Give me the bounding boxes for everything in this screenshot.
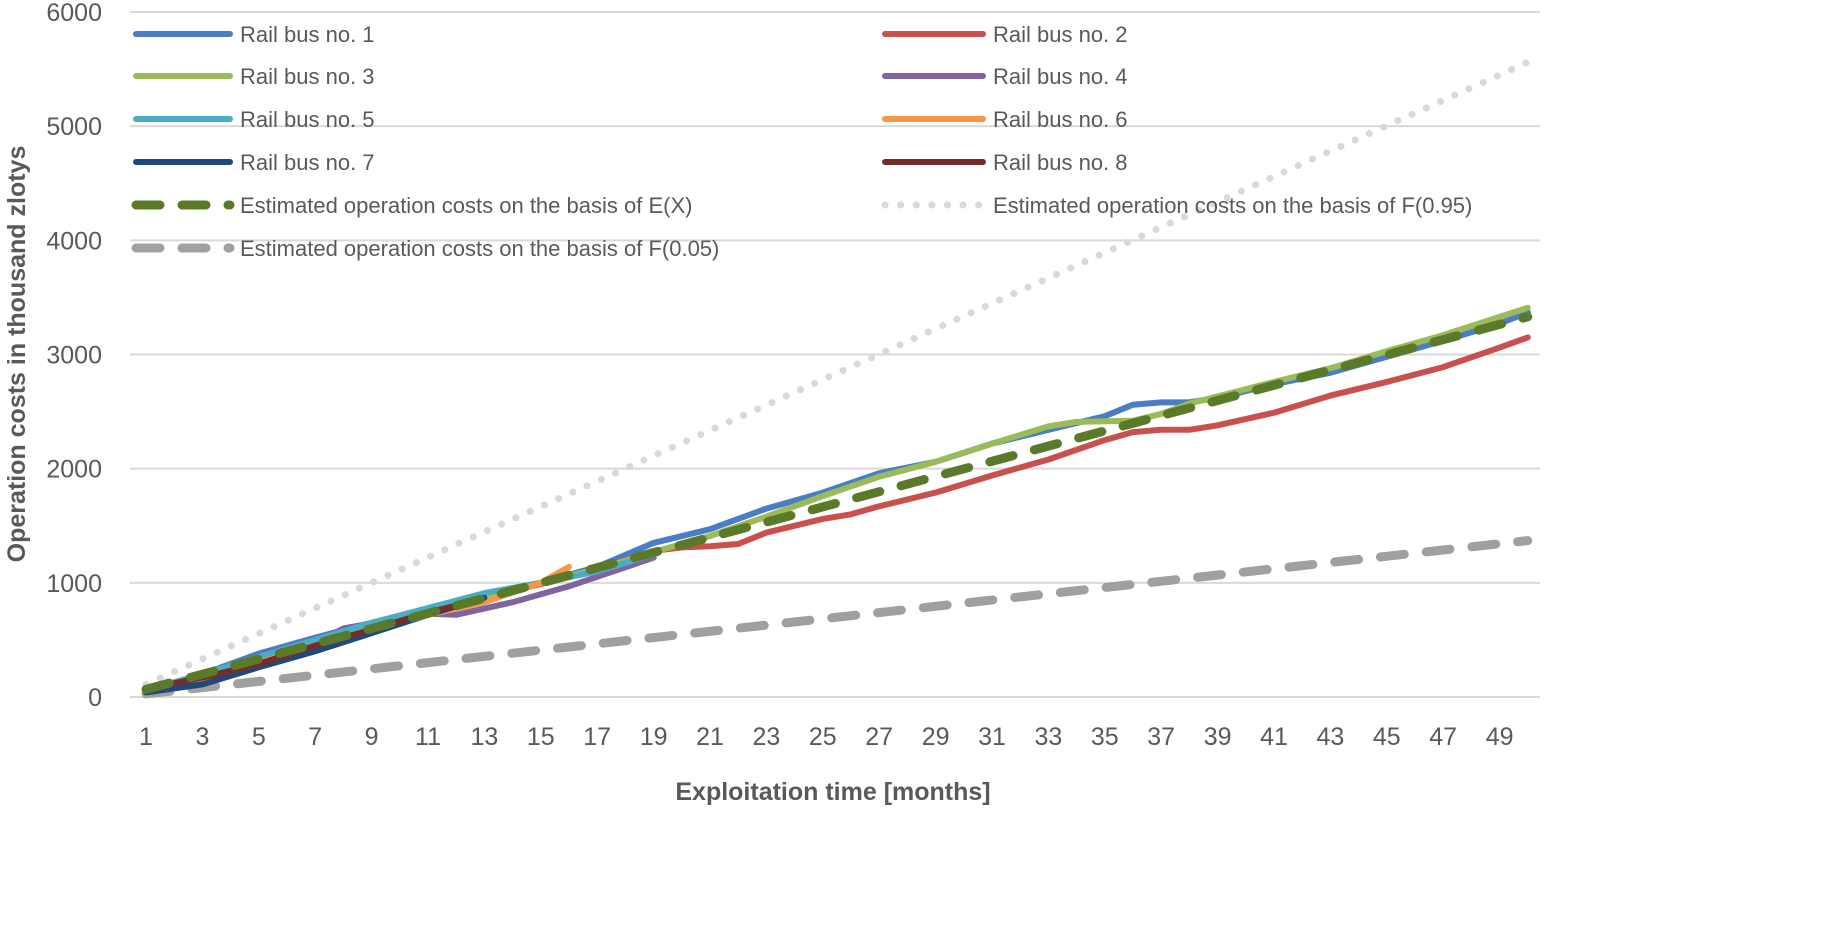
x-tick-label: 19 <box>640 723 668 751</box>
legend-item: Rail bus no. 7 <box>133 150 375 175</box>
legend-label: Rail bus no. 2 <box>993 22 1128 47</box>
x-tick-label: 39 <box>1204 723 1232 751</box>
x-tick-label: 15 <box>527 723 555 751</box>
legend-label: Rail bus no. 5 <box>240 107 375 132</box>
x-tick-label: 5 <box>252 723 266 751</box>
x-tick-label: 41 <box>1260 723 1288 751</box>
y-tick-label: 0 <box>88 684 102 712</box>
legend-item: Rail bus no. 5 <box>133 107 375 132</box>
x-tick-label: 17 <box>583 723 611 751</box>
legend: Rail bus no. 1 Rail bus no. 2 Rail bus no.… <box>131 22 1472 261</box>
y-tick-label: 6000 <box>46 0 102 27</box>
x-tick-label: 1 <box>139 723 153 751</box>
legend-label: Estimated operation costs on the basis o… <box>240 236 719 261</box>
gridlines <box>130 11 1540 584</box>
legend-item: Estimated operation costs on the basis o… <box>131 236 719 261</box>
x-tick-label: 9 <box>365 723 379 751</box>
legend-label: Rail bus no. 8 <box>993 150 1128 175</box>
series-line-9 <box>141 312 1533 694</box>
x-axis-title: Exploitation time [months] <box>675 778 990 806</box>
x-tick-label: 49 <box>1486 723 1514 751</box>
legend-item: Rail bus no. 2 <box>882 22 1128 47</box>
series-lines <box>141 58 1533 699</box>
x-tick-label: 45 <box>1373 723 1401 751</box>
legend-item: Rail bus no. 6 <box>882 107 1128 132</box>
x-axis-ticks: 1 3 5 7 9 11 13 15 17 19 21 23 25 27 29 31 33 35 37 39 41 43 4… <box>139 723 1513 751</box>
x-tick-label: 31 <box>978 723 1006 751</box>
legend-item: Rail bus no. 1 <box>133 22 375 47</box>
x-tick-label: 27 <box>865 723 893 751</box>
legend-label: Rail bus no. 1 <box>240 22 375 47</box>
series-line-11 <box>141 536 1533 699</box>
legend-item: Rail bus no. 8 <box>882 150 1128 175</box>
y-axis-title: Operation costs in thousand zlotys <box>3 146 31 563</box>
x-tick-label: 29 <box>922 723 950 751</box>
legend-item: Rail bus no. 3 <box>133 64 375 89</box>
legend-item: Rail bus no. 4 <box>882 64 1128 89</box>
x-tick-label: 25 <box>809 723 837 751</box>
legend-label: Rail bus no. 6 <box>993 107 1128 132</box>
legend-label: Rail bus no. 7 <box>240 150 375 175</box>
x-tick-label: 33 <box>1034 723 1062 751</box>
legend-label: Estimated operation costs on the basis o… <box>240 193 692 218</box>
x-tick-label: 35 <box>1091 723 1119 751</box>
y-tick-label: 2000 <box>46 456 102 484</box>
x-tick-label: 23 <box>752 723 780 751</box>
series-line-10 <box>142 58 1532 688</box>
x-tick-label: 13 <box>470 723 498 751</box>
y-tick-label: 3000 <box>46 342 102 370</box>
legend-label: Rail bus no. 4 <box>993 64 1128 89</box>
x-tick-label: 37 <box>1147 723 1175 751</box>
y-tick-label: 4000 <box>46 227 102 255</box>
legend-label: Rail bus no. 3 <box>240 64 375 89</box>
legend-item: Estimated operation costs on the basis o… <box>881 193 1472 218</box>
x-tick-label: 47 <box>1429 723 1457 751</box>
y-axis-ticks: 0 1000 2000 3000 4000 5000 6000 <box>46 0 102 712</box>
x-tick-label: 7 <box>308 723 322 751</box>
x-tick-label: 43 <box>1316 723 1344 751</box>
x-tick-label: 21 <box>696 723 724 751</box>
legend-item: Estimated operation costs on the basis o… <box>131 193 692 218</box>
legend-label: Estimated operation costs on the basis o… <box>993 193 1472 218</box>
y-tick-label: 1000 <box>46 570 102 598</box>
x-tick-label: 11 <box>415 723 441 751</box>
x-tick-label: 3 <box>195 723 209 751</box>
y-tick-label: 5000 <box>46 113 102 141</box>
